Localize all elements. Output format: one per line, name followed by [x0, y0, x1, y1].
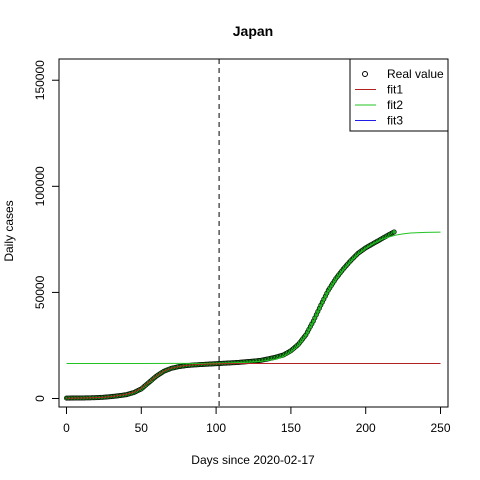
legend-label-1: fit1: [387, 83, 403, 97]
fit1-line: [66, 363, 441, 399]
legend-symbol-0: [362, 71, 368, 77]
legend-label-2: fit2: [387, 98, 403, 112]
y-tick-label-0: 0: [33, 395, 47, 402]
x-tick-label-4: 200: [356, 421, 376, 435]
plot-frame: [58, 58, 449, 408]
chart-title: Japan: [233, 23, 273, 39]
y-tick-label-2: 100000: [33, 166, 47, 206]
plot-area: 0 50 100 150 200 250 0 50000 100000 150000 Real va…: [33, 58, 451, 435]
x-tick-label-0: 0: [63, 421, 70, 435]
x-axis-label: Days since 2020-02-17: [191, 453, 315, 467]
x-tick-label-5: 250: [431, 421, 451, 435]
real-value-point-219: [391, 229, 397, 235]
x-tick-label-3: 150: [281, 421, 301, 435]
legend-box: [349, 58, 449, 132]
legend-label-3: fit3: [387, 114, 403, 128]
y-tick-label-3: 150000: [33, 60, 47, 100]
y-axis-label: Daily cases: [2, 200, 16, 261]
y-tick-label-1: 50000: [33, 275, 47, 309]
legend-label-0: Real value: [387, 67, 444, 81]
x-tick-label-2: 100: [206, 421, 226, 435]
fit2-line: [66, 231, 441, 364]
x-tick-label-1: 50: [135, 421, 149, 435]
